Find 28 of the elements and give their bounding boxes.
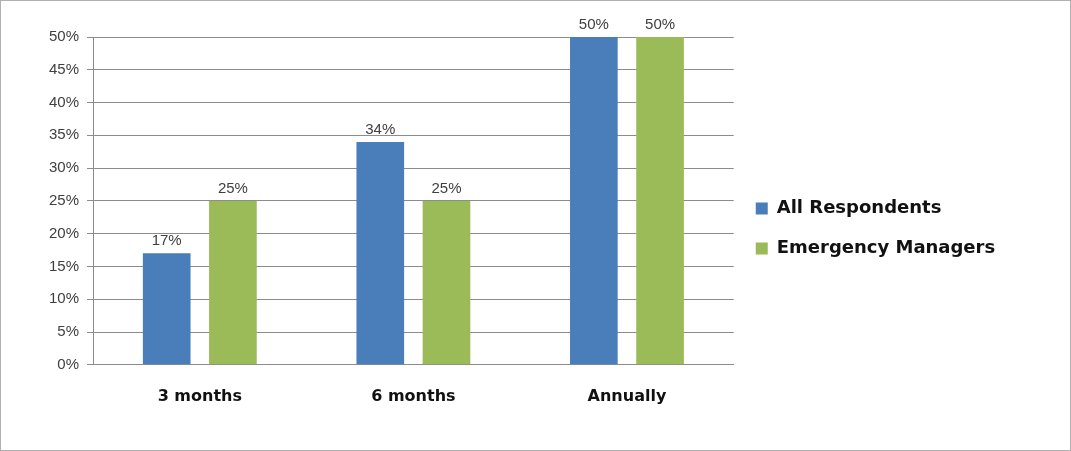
bar: [356, 141, 405, 365]
y-tick-label: 0%: [57, 354, 80, 372]
data-label: 17%: [151, 230, 182, 248]
y-tick-label: 30%: [48, 158, 80, 176]
data-label: 25%: [217, 178, 248, 196]
legend-label: All Respondents: [776, 196, 942, 218]
data-label: 50%: [645, 14, 676, 32]
bar: [570, 37, 618, 365]
y-tick-label: 40%: [48, 92, 80, 110]
bar: [142, 253, 191, 365]
data-label: 25%: [431, 178, 462, 196]
legend-label: Emergency Managers: [776, 236, 996, 258]
y-tick-label: 35%: [48, 125, 80, 143]
x-tick-label: 3 months: [157, 385, 242, 405]
y-tick-label: 10%: [48, 289, 80, 307]
x-tick-label: Annually: [587, 385, 667, 405]
y-tick-label: 5%: [57, 322, 80, 340]
bar: [209, 200, 257, 365]
y-tick-label: 20%: [48, 223, 80, 241]
x-tick-label: 6 months: [371, 385, 456, 405]
y-tick-label: 15%: [48, 256, 80, 274]
y-tick-label: 25%: [48, 191, 80, 209]
bar: [636, 37, 684, 365]
y-tick-label: 45%: [48, 59, 80, 77]
bar: [422, 200, 471, 365]
y-tick-label: 50%: [48, 27, 80, 45]
data-label: 34%: [365, 119, 396, 137]
data-label: 50%: [578, 14, 609, 32]
